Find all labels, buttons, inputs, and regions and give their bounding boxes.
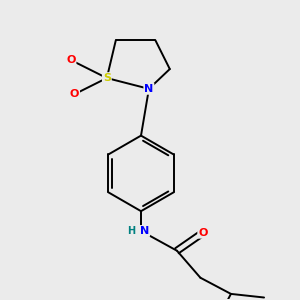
Text: H: H [127,226,135,236]
Text: O: O [198,228,208,238]
Text: N: N [140,226,149,236]
Text: N: N [144,84,154,94]
Text: S: S [103,73,111,83]
Text: O: O [66,55,76,65]
Text: O: O [70,89,79,99]
